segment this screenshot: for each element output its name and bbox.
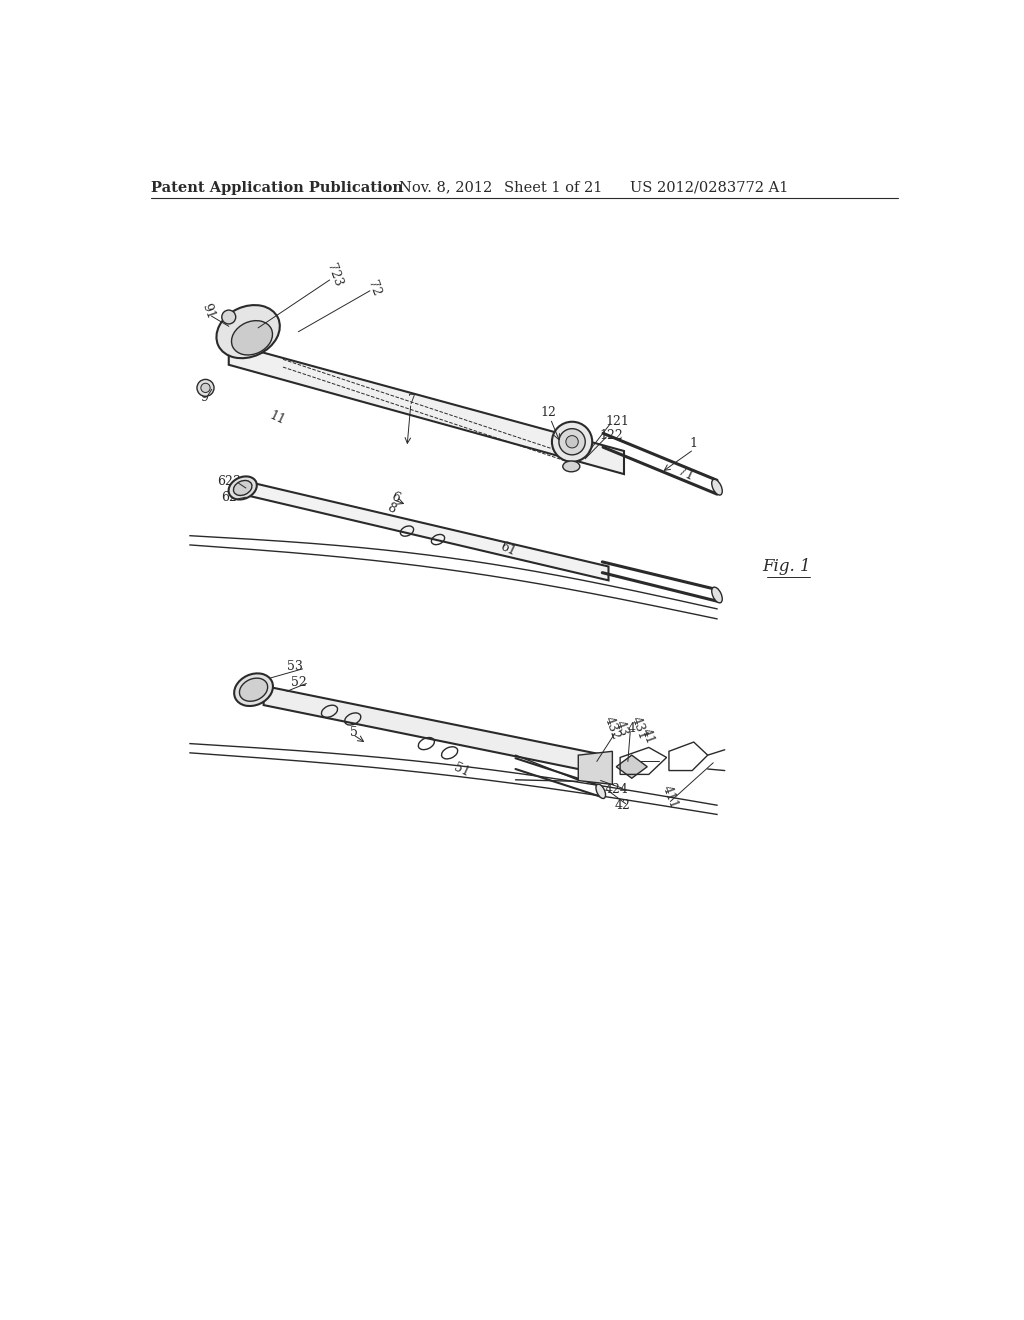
Text: US 2012/0283772 A1: US 2012/0283772 A1 (630, 181, 788, 194)
Ellipse shape (240, 678, 267, 701)
Text: Nov. 8, 2012: Nov. 8, 2012 (399, 181, 493, 194)
Text: 623: 623 (217, 475, 241, 488)
Ellipse shape (233, 480, 252, 495)
Text: 4: 4 (628, 722, 636, 735)
Text: 51: 51 (452, 762, 471, 780)
Text: 122: 122 (600, 429, 624, 442)
Text: 431: 431 (630, 714, 649, 742)
Text: 121: 121 (605, 416, 629, 428)
Text: 723: 723 (324, 263, 344, 289)
Text: 424: 424 (604, 783, 628, 796)
Text: 8: 8 (385, 502, 398, 516)
Ellipse shape (231, 321, 272, 355)
Ellipse shape (712, 479, 722, 495)
Text: Fig. 1: Fig. 1 (763, 558, 811, 576)
Text: 11: 11 (267, 409, 288, 428)
Text: 53: 53 (287, 660, 302, 673)
Ellipse shape (234, 673, 273, 706)
Ellipse shape (552, 422, 592, 462)
Text: 41: 41 (638, 726, 656, 746)
Ellipse shape (712, 587, 722, 603)
Text: 52: 52 (291, 676, 306, 689)
Text: 72: 72 (365, 279, 383, 297)
Ellipse shape (197, 379, 214, 396)
Polygon shape (263, 686, 604, 775)
Text: 7: 7 (409, 395, 417, 408)
Polygon shape (248, 482, 608, 581)
Text: 6: 6 (389, 490, 401, 504)
Ellipse shape (228, 477, 257, 499)
Polygon shape (579, 751, 612, 784)
Text: 62: 62 (221, 491, 237, 504)
Text: 91: 91 (199, 301, 217, 321)
Text: 432: 432 (602, 714, 623, 742)
Ellipse shape (201, 383, 210, 392)
Text: 12: 12 (541, 407, 557, 418)
Text: 43: 43 (612, 718, 631, 738)
Text: 42: 42 (614, 799, 631, 812)
Ellipse shape (216, 305, 280, 358)
Text: 61: 61 (498, 540, 518, 558)
Text: Patent Application Publication: Patent Application Publication (151, 181, 402, 194)
Ellipse shape (563, 461, 580, 471)
Ellipse shape (596, 784, 605, 799)
Text: 411: 411 (660, 784, 681, 810)
Text: Sheet 1 of 21: Sheet 1 of 21 (504, 181, 602, 194)
Text: 9: 9 (200, 391, 208, 404)
Ellipse shape (566, 436, 579, 447)
Polygon shape (228, 343, 624, 474)
Polygon shape (616, 755, 647, 779)
Text: 71: 71 (676, 465, 696, 483)
Text: 1: 1 (690, 437, 697, 450)
Text: 5: 5 (350, 726, 358, 739)
Ellipse shape (559, 429, 586, 455)
Ellipse shape (222, 310, 236, 323)
